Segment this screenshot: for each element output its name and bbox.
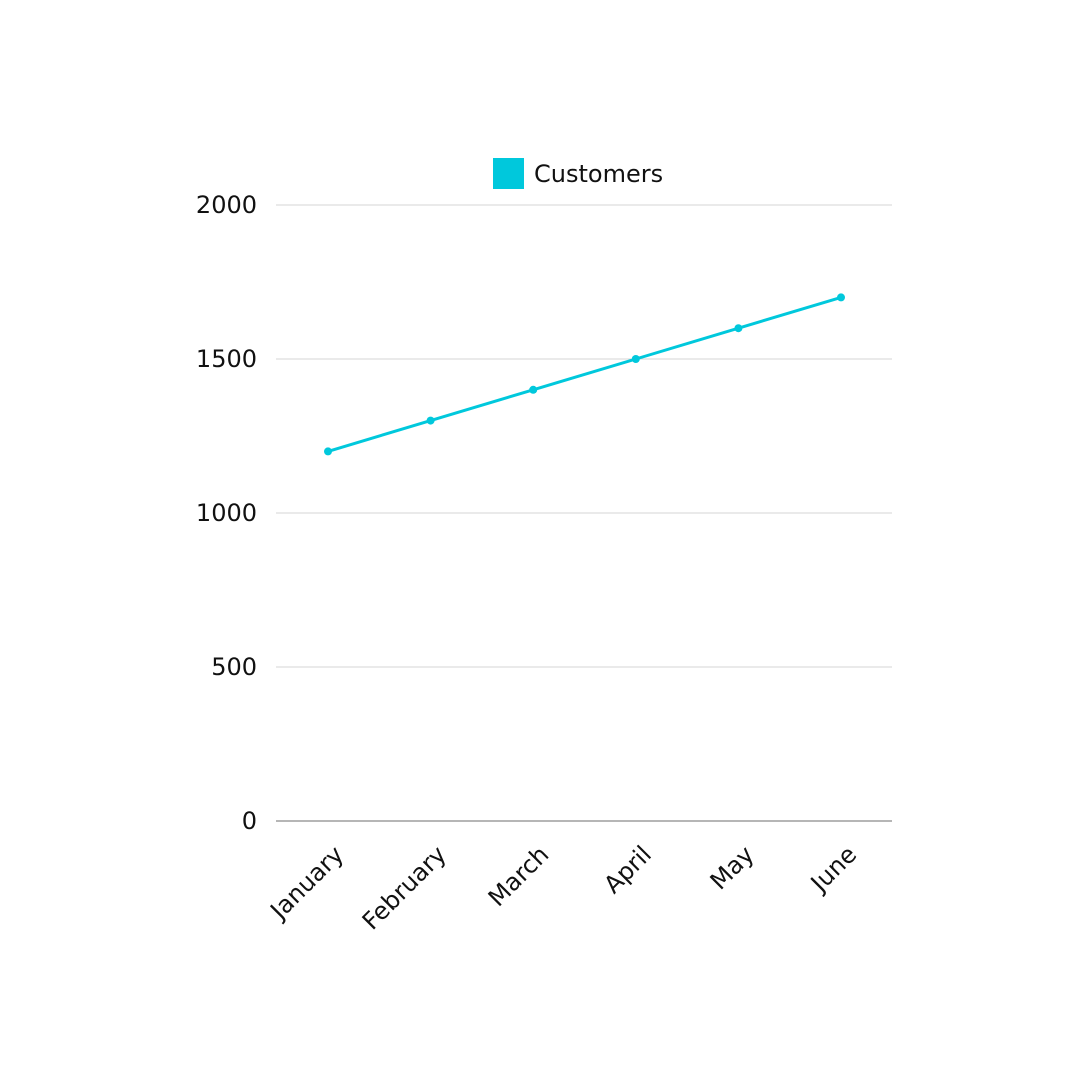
legend: Customers [493,158,663,189]
data-point-may [734,324,743,333]
data-point-march [529,385,538,394]
y-axis-tick-labels: 0 500 1000 1500 2000 [196,191,257,835]
y-tick-label-1000: 1000 [196,499,257,527]
x-tick-label-march: March [483,840,555,912]
y-tick-label-2000: 2000 [196,191,257,219]
x-tick-label-january: January [264,840,350,926]
series-line-customers [326,295,843,453]
data-point-january [324,447,332,456]
x-tick-label-february: February [357,840,452,935]
y-tick-label-1500: 1500 [196,345,257,373]
x-axis-tick-labels: January February March April May June [264,840,863,935]
data-point-june [837,293,845,302]
x-tick-label-june: June [804,840,862,898]
x-tick-label-april: April [598,840,657,899]
series-layer [324,293,845,456]
data-point-february [426,416,435,425]
y-tick-label-500: 500 [211,653,257,681]
data-point-april [631,355,640,363]
gridlines [276,204,892,668]
legend-label-customers: Customers [534,160,663,188]
x-tick-label-may: May [705,840,760,895]
y-tick-label-0: 0 [242,807,257,835]
legend-swatch-customers [493,158,524,189]
